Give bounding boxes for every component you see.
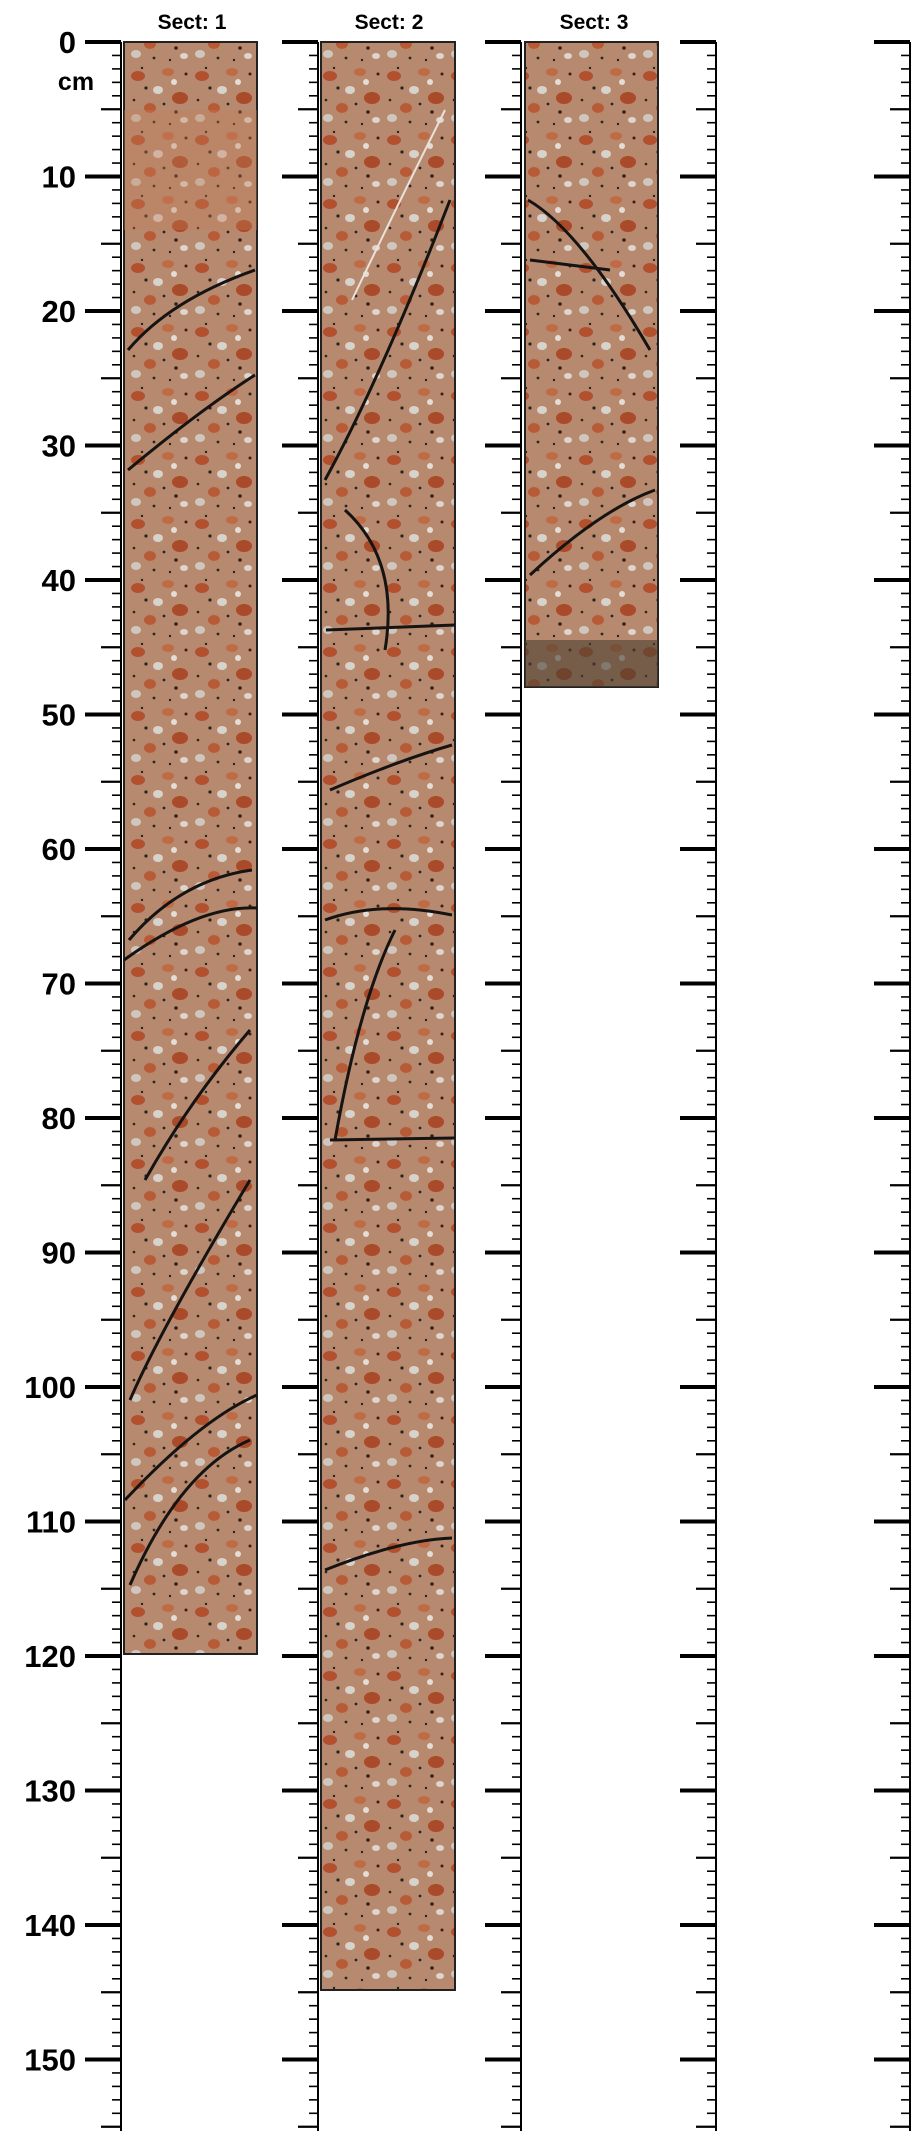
- section-3-label: Sect: 3: [560, 11, 629, 34]
- depth-label: 60: [42, 832, 76, 867]
- depth-label: 120: [24, 1639, 76, 1674]
- depth-label: 0: [59, 25, 76, 60]
- depth-label: 20: [42, 294, 76, 329]
- depth-label: 30: [42, 429, 76, 464]
- core-section-3: [524, 41, 659, 688]
- depth-scale-labels: 0 10 20 30 40 50 60 70 80 90 100 110 120 130 140 150: [24, 25, 76, 2078]
- unit-label: cm: [58, 68, 94, 96]
- section-1-label: Sect: 1: [158, 11, 227, 34]
- core-section-2: [320, 41, 456, 1991]
- depth-label: 10: [42, 160, 76, 195]
- depth-label: 110: [26, 1505, 76, 1540]
- core-section-1: [123, 41, 258, 1655]
- depth-label: 70: [42, 967, 76, 1002]
- depth-label: 90: [42, 1236, 76, 1271]
- depth-rulers: [85, 40, 911, 2131]
- depth-label: 150: [24, 2043, 76, 2078]
- depth-label: 130: [24, 1774, 76, 1809]
- depth-label: 50: [42, 698, 76, 733]
- section-2-label: Sect: 2: [355, 11, 424, 34]
- depth-label: 40: [42, 563, 76, 598]
- depth-label: 140: [24, 1908, 76, 1943]
- depth-label: 100: [24, 1370, 76, 1405]
- depth-label: 80: [42, 1101, 76, 1136]
